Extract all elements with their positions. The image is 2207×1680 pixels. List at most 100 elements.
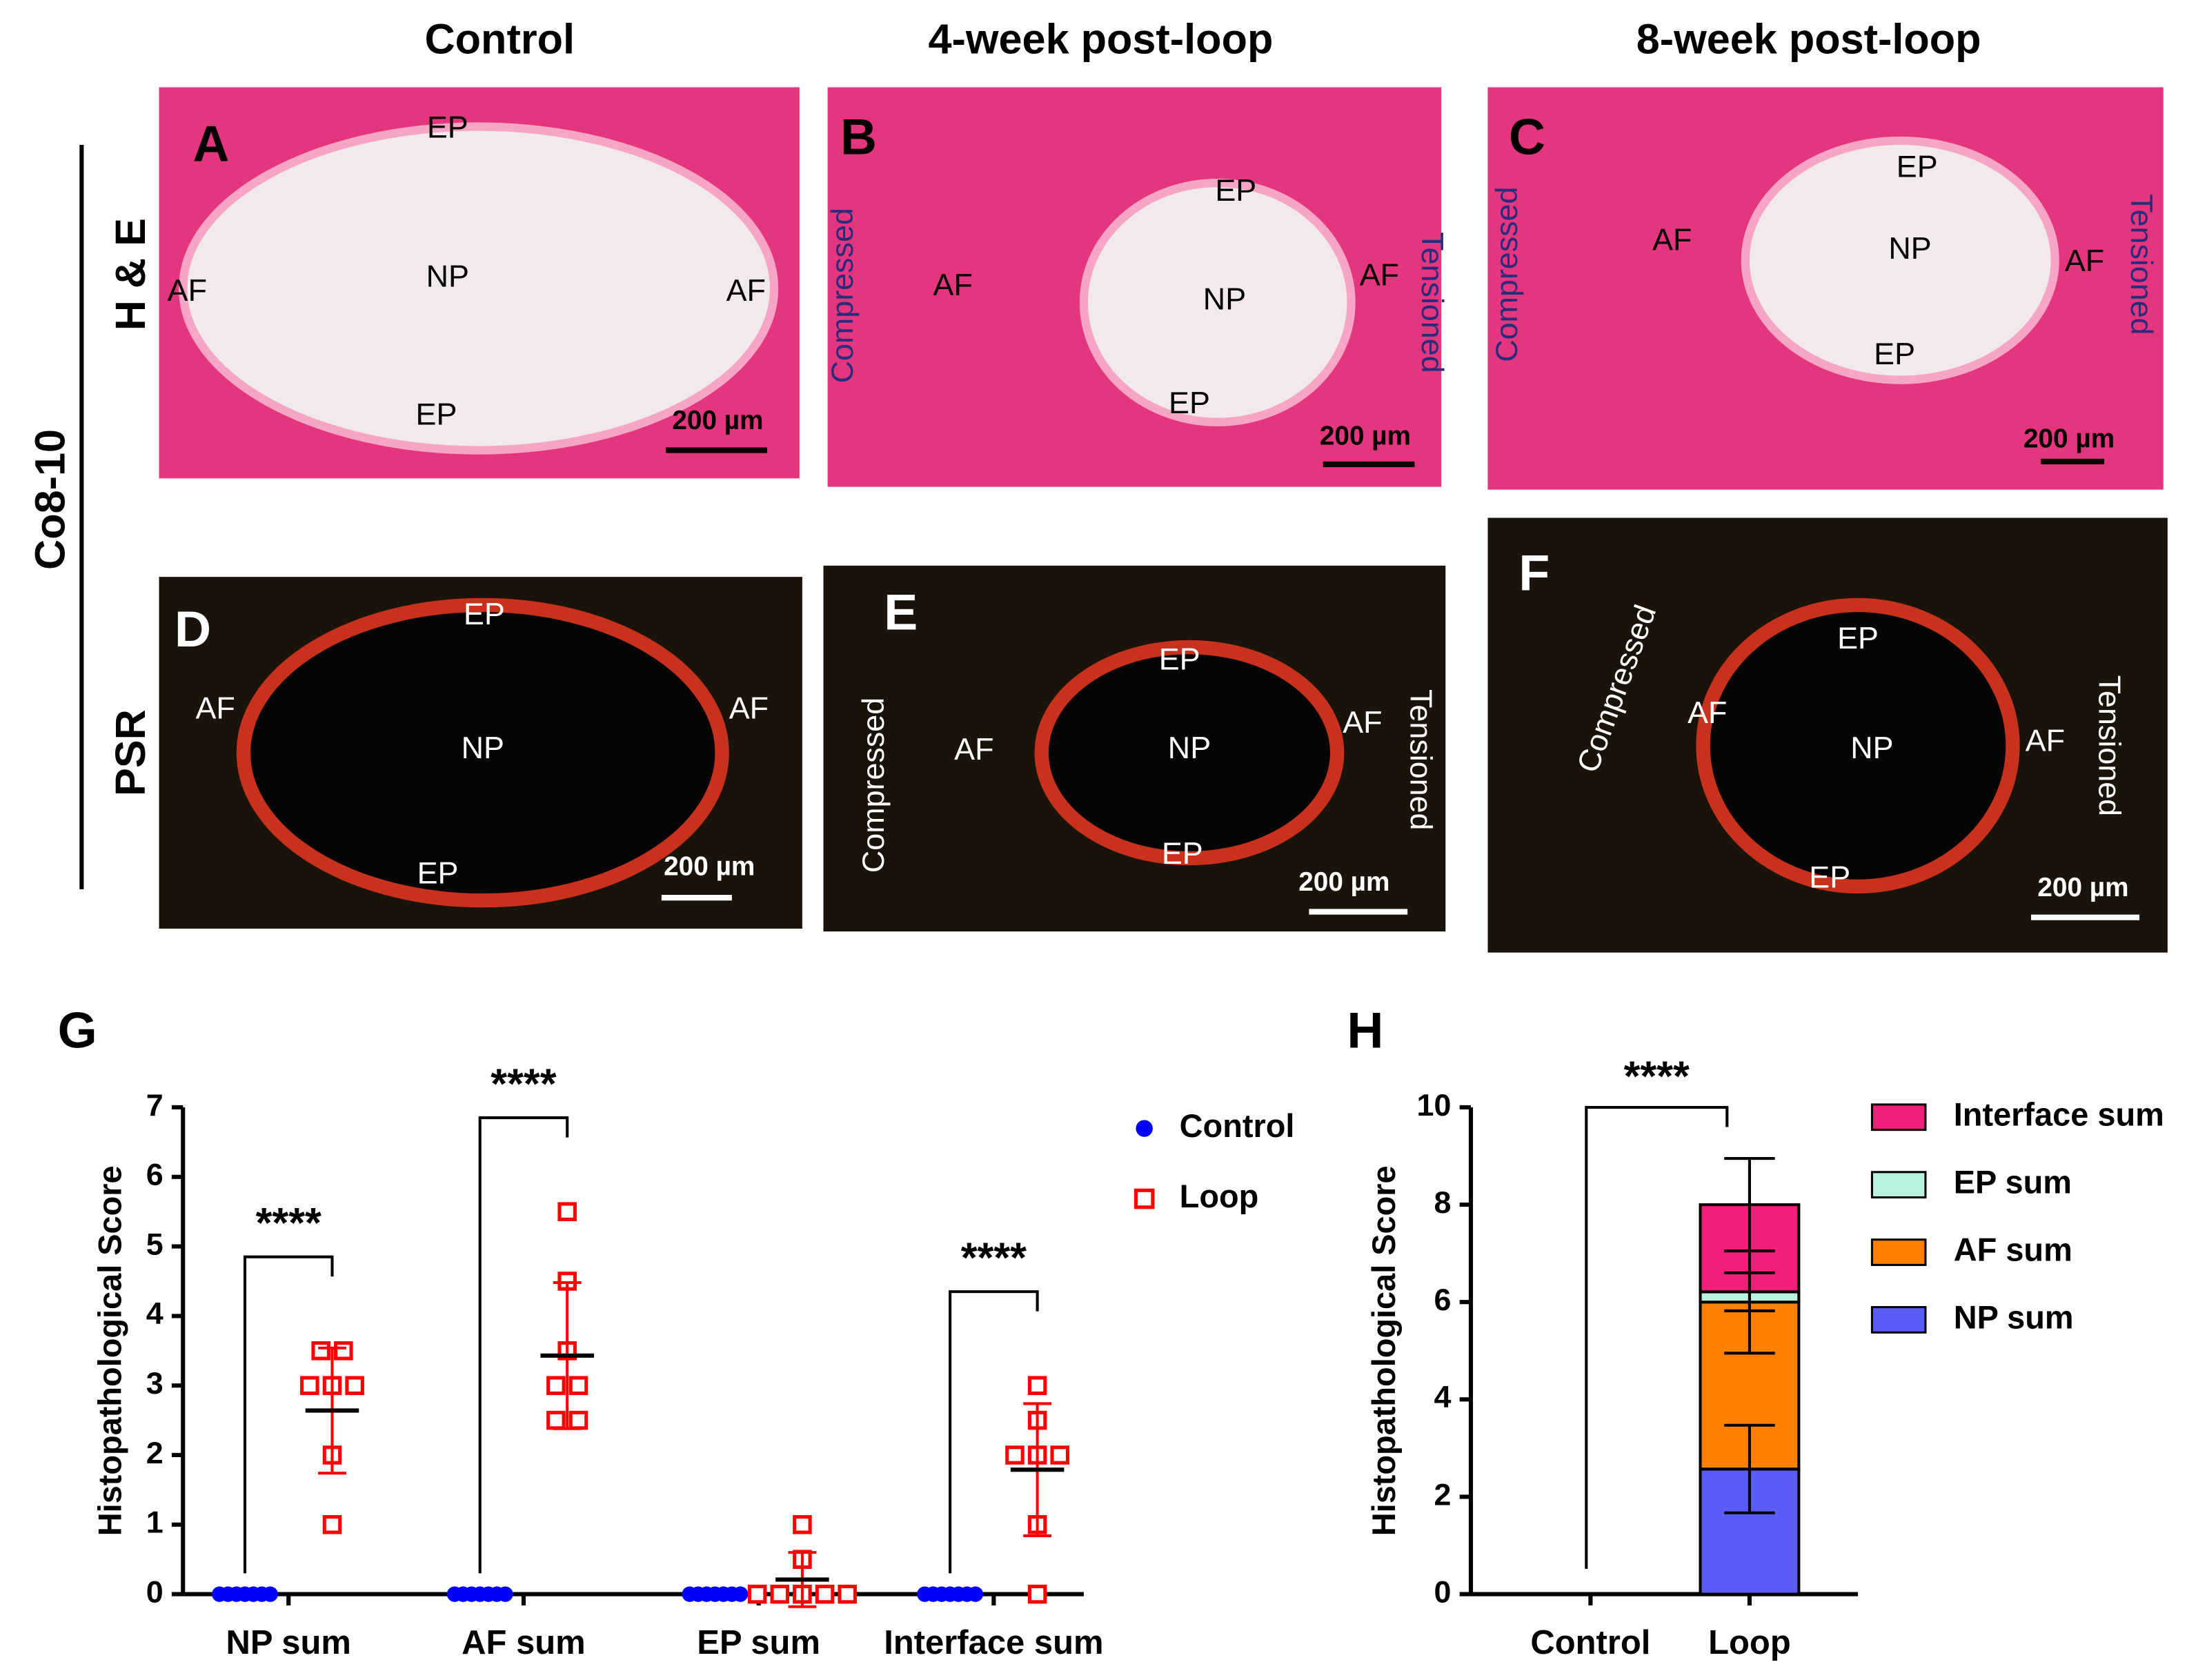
y-axis-label: Histopathological Score	[92, 1165, 128, 1536]
x-tick-label: NP sum	[226, 1624, 351, 1661]
y-tick-label: 1	[146, 1505, 164, 1540]
region-label: Tensioned	[1415, 232, 1450, 373]
significance-bracket	[243, 1255, 334, 1574]
region-label: Compressed	[855, 698, 891, 873]
x-tick-label: Interface sum	[884, 1624, 1103, 1661]
region-label: EP	[1159, 641, 1200, 676]
region-label: NP	[1888, 230, 1931, 266]
legend-label: Interface sum	[1954, 1097, 2164, 1133]
region-label: Tensioned	[2092, 675, 2127, 816]
legend-marker	[1136, 1120, 1153, 1137]
y-tick-label: 4	[1434, 1379, 1451, 1414]
scale-bar-label: 200 µm	[2037, 873, 2128, 902]
scale-bar-label: 200 µm	[1298, 867, 1389, 897]
data-point	[1050, 1445, 1070, 1465]
significance-bracket	[1585, 1105, 1729, 1569]
region-label: EP	[1874, 336, 1915, 371]
y-axis-label: Histopathological Score	[1366, 1165, 1402, 1536]
region-label: AF	[2065, 243, 2104, 278]
panel-letter: A	[193, 116, 230, 172]
data-point	[815, 1584, 835, 1604]
region-label: NP	[1203, 281, 1246, 316]
y-tick-label: 10	[1417, 1087, 1452, 1123]
region-label: EP	[1837, 620, 1879, 655]
region-label: Tensioned	[2124, 194, 2159, 335]
x-tick-label: Loop	[1708, 1624, 1791, 1661]
significance-bracket	[949, 1290, 1039, 1574]
region-label: AF	[195, 691, 235, 726]
legend-label: AF sum	[1954, 1232, 2072, 1267]
scale-bar-label: 200 µm	[1320, 421, 1411, 451]
panel-letter: F	[1518, 545, 1550, 602]
scale-bar-label: 200 µm	[664, 852, 755, 882]
data-point	[497, 1586, 513, 1602]
data-point	[1027, 1376, 1047, 1395]
y-tick-label: 0	[146, 1574, 164, 1609]
region-label: AF	[2026, 723, 2065, 758]
region-label: AF	[726, 273, 766, 308]
legend-label: EP sum	[1954, 1165, 2072, 1200]
legend-swatch	[1870, 1171, 1927, 1199]
y-tick-label: 0	[1434, 1574, 1451, 1609]
data-point	[747, 1584, 767, 1604]
data-point	[262, 1586, 278, 1602]
disc-region	[1079, 178, 1356, 426]
data-point	[793, 1515, 812, 1534]
y-tick-label: 6	[146, 1157, 164, 1192]
significance-label: ****	[1624, 1052, 1690, 1099]
region-label: EP	[1169, 385, 1210, 420]
region-label: Compressed	[1489, 187, 1524, 362]
panel-letter: H	[1347, 1002, 1383, 1058]
region-label: AF	[1688, 695, 1727, 730]
significance-label: ****	[256, 1199, 321, 1246]
y-tick-label: 5	[146, 1226, 164, 1261]
region-label: AF	[1360, 257, 1399, 293]
panel-letter: B	[840, 108, 877, 165]
data-point	[967, 1586, 984, 1602]
region-label: AF	[729, 691, 769, 726]
data-point	[770, 1584, 790, 1604]
region-label: EP	[416, 397, 457, 432]
significance-label: ****	[961, 1234, 1027, 1281]
data-point	[557, 1202, 577, 1221]
y-tick-label: 8	[1434, 1185, 1451, 1220]
region-label: NP	[426, 259, 469, 294]
data-point	[1027, 1584, 1047, 1604]
region-label: EP	[1215, 172, 1256, 208]
region-label: EP	[1162, 836, 1203, 871]
row-group-label: Co8-10	[27, 429, 74, 570]
data-point	[838, 1584, 857, 1604]
scale-bar-label: 200 µm	[2023, 424, 2115, 454]
region-label: AF	[1652, 222, 1692, 257]
row-label: PSR	[107, 709, 154, 796]
panel-letter: G	[58, 1002, 97, 1058]
scale-bar-label: 200 µm	[672, 406, 763, 435]
x-tick-label: Control	[1530, 1624, 1650, 1661]
region-label: EP	[427, 109, 468, 144]
region-label: EP	[417, 855, 459, 890]
y-tick-label: 2	[146, 1435, 164, 1470]
data-point	[300, 1376, 319, 1395]
disc-region	[1696, 597, 2020, 893]
data-point	[546, 1376, 566, 1395]
significance-bracket	[478, 1116, 569, 1574]
column-title: 4-week post-loop	[928, 15, 1273, 62]
region-label: AF	[954, 731, 993, 767]
y-tick-label: 3	[146, 1365, 164, 1401]
legend-swatch	[1870, 1306, 1927, 1334]
region-label: NP	[1168, 730, 1211, 765]
data-point	[345, 1376, 364, 1395]
data-point	[334, 1341, 353, 1361]
disc-region	[1034, 640, 1345, 866]
legend-swatch	[1870, 1103, 1927, 1131]
y-tick-label: 6	[1434, 1282, 1451, 1317]
region-label: NP	[1850, 730, 1893, 765]
region-label: EP	[1897, 149, 1938, 184]
region-label: Compressed	[824, 208, 860, 383]
x-tick-label: EP sum	[697, 1624, 820, 1661]
legend-label: Control	[1180, 1108, 1295, 1144]
y-tick-label: 4	[146, 1296, 164, 1331]
column-title: Control	[424, 15, 575, 62]
legend-swatch	[1870, 1238, 1927, 1266]
